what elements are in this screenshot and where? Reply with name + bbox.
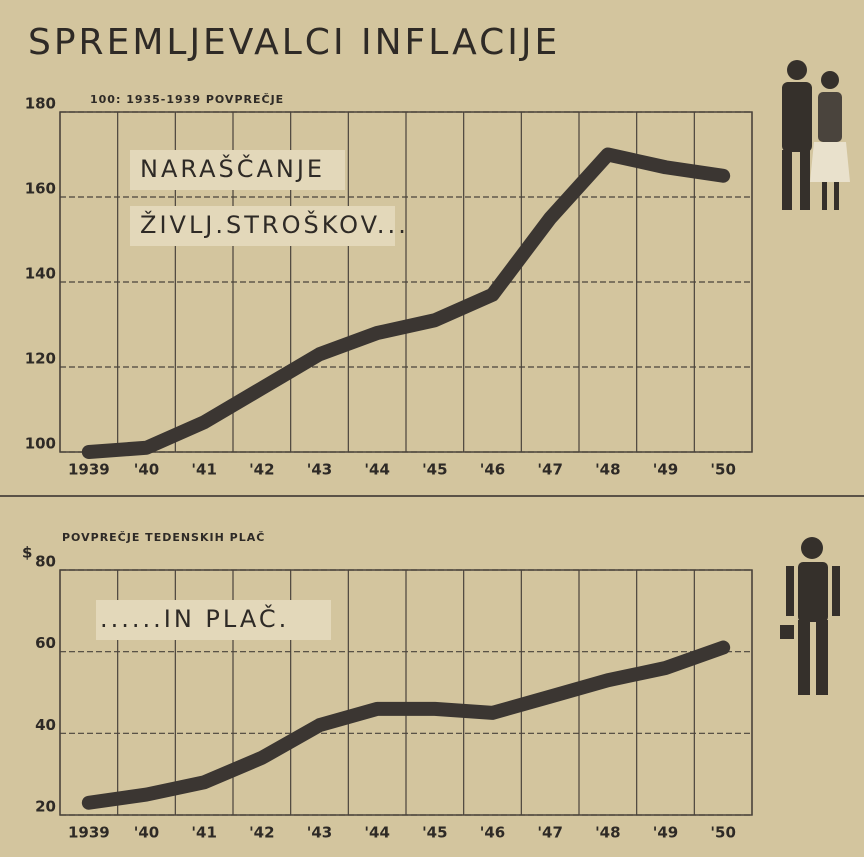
x-tick-label: 1939: [68, 461, 110, 479]
x-tick-label: '43: [307, 824, 332, 842]
y-tick-label: 20: [35, 798, 56, 816]
background: [0, 0, 864, 857]
y-tick-label: 160: [25, 180, 56, 198]
y-axis-label: $: [22, 544, 32, 562]
y-tick-label: 140: [25, 265, 56, 283]
annotation: NARAŠČANJE: [140, 153, 325, 183]
x-tick-label: '42: [249, 824, 274, 842]
annotation: ŽIVLJ.STROŠKOV...: [140, 209, 409, 239]
y-tick-label: 80: [35, 553, 56, 571]
x-tick-label: '41: [191, 461, 216, 479]
y-tick-label: 40: [35, 716, 56, 734]
x-tick-label: '43: [307, 461, 332, 479]
annotation: ......IN PLAČ.: [100, 603, 289, 633]
y-tick-label: 120: [25, 350, 56, 368]
x-tick-label: '50: [710, 824, 735, 842]
x-tick-label: '47: [537, 461, 562, 479]
x-tick-label: '45: [422, 824, 447, 842]
chart: SPREMLJEVALCI INFLACIJE 100 120 140 160 180 1…: [0, 0, 864, 857]
y-tick-label: 100: [25, 435, 56, 453]
x-tick-label: '49: [653, 824, 678, 842]
x-tick-label: '50: [710, 461, 735, 479]
x-tick-label: '44: [364, 824, 389, 842]
x-tick-label: '47: [537, 824, 562, 842]
x-tick-label: '40: [134, 461, 159, 479]
annotation: POVPREČJE TEDENSKIH PLAČ: [62, 531, 265, 544]
y-tick-label: 60: [35, 634, 56, 652]
chart-title: SPREMLJEVALCI INFLACIJE: [28, 22, 560, 63]
x-tick-label: '48: [595, 824, 620, 842]
y-tick-label: 180: [25, 95, 56, 113]
x-tick-label: '48: [595, 461, 620, 479]
x-tick-label: '41: [191, 824, 216, 842]
x-tick-label: '46: [480, 824, 505, 842]
annotation: 100: 1935-1939 POVPREČJE: [90, 93, 284, 106]
x-tick-label: '44: [364, 461, 389, 479]
x-tick-label: '49: [653, 461, 678, 479]
x-tick-label: '40: [134, 824, 159, 842]
x-tick-label: '46: [480, 461, 505, 479]
x-tick-label: '42: [249, 461, 274, 479]
x-tick-label: '45: [422, 461, 447, 479]
x-tick-label: 1939: [68, 824, 110, 842]
